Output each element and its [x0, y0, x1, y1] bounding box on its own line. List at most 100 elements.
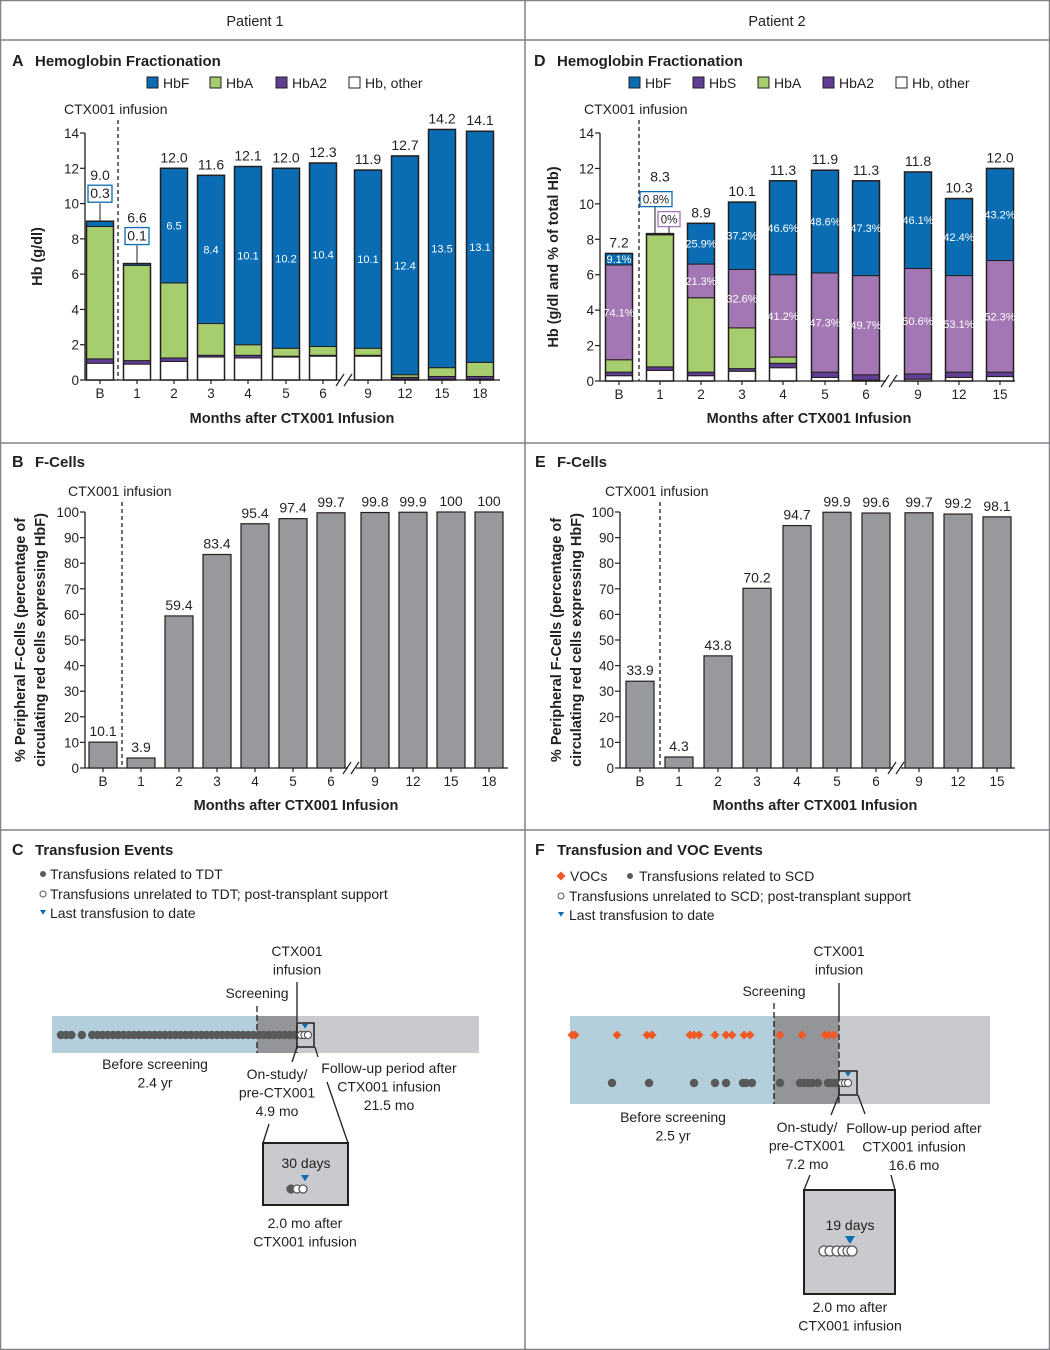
legend-label: Transfusions unrelated to SCD; post-tran…	[569, 888, 911, 904]
bar-fcells	[126, 757, 156, 769]
x-tick-label-D: 5	[821, 387, 829, 402]
y-tick-label-A: 12	[64, 161, 79, 176]
y-tick-label-D: 14	[579, 126, 595, 141]
bar-total-label: 14.2	[428, 110, 455, 126]
bar-segment-hbs	[986, 260, 1014, 373]
bar-segment-hba	[272, 347, 300, 357]
x-tick-label-E: 5	[833, 774, 841, 789]
y-tick-label-E: 0	[606, 761, 614, 776]
x-axis-label-E: Months after CTX001 Infusion	[713, 798, 918, 814]
x-tick-label-D: 3	[738, 387, 746, 402]
bar-total-label: 7.2	[609, 234, 629, 250]
bar-value-label: 99.7	[905, 494, 932, 510]
bar-segment-hb-other	[687, 375, 715, 382]
legend-unrelated-icon	[557, 892, 565, 900]
bar-total-label: 9.0	[90, 167, 110, 183]
bar-segment-hba2	[904, 373, 932, 380]
segment-label-hbs: 21.3%	[685, 276, 716, 288]
x-tick-label-D: 4	[779, 387, 787, 402]
bar-outline	[645, 232, 675, 382]
x-tick-label-D: 12	[951, 387, 966, 402]
transfusion-related-marker	[747, 1078, 757, 1088]
bar-outline	[308, 162, 338, 381]
last-transfusion-icon	[845, 1072, 851, 1077]
bar-fcells	[861, 512, 891, 769]
before-screening-label: Before screening	[620, 1109, 726, 1125]
x-tick-label-A: 5	[282, 386, 290, 401]
inset-caption: 2.0 mo after	[813, 1299, 888, 1315]
bar-segment-hba	[86, 226, 114, 360]
legend-label: Transfusions unrelated to TDT; post-tran…	[50, 886, 388, 902]
zoom-leader	[803, 1174, 811, 1191]
bar-segment-hba2	[769, 362, 797, 369]
panel-title-D: Hemoglobin Fractionation	[557, 53, 743, 70]
bar-outline	[465, 130, 495, 381]
panel-letter-A: A	[12, 53, 24, 70]
on-study-period	[774, 1016, 839, 1104]
x-tick-label-D: 1	[656, 387, 664, 402]
callout-box-hbf	[124, 226, 150, 246]
bar-fcells	[240, 523, 270, 769]
panel-letter-C: C	[12, 842, 24, 859]
bar-total-label: 11.9	[812, 151, 838, 167]
legend-swatch-hba	[209, 76, 222, 89]
legend-label: Transfusions related to TDT	[50, 866, 223, 882]
transfusion-unrelated-marker	[843, 1078, 853, 1088]
infusion-label-B: CTX001 infusion	[68, 483, 172, 499]
bar-segment-hb-other	[86, 362, 114, 381]
x-tick-label-A: 15	[434, 386, 449, 401]
voc-marker	[727, 1030, 737, 1040]
bar-segment-hb-other	[646, 369, 674, 382]
bar-segment-hba2	[160, 357, 188, 362]
segment-label-hbs: 74.1%	[603, 307, 634, 319]
bar-segment-hba	[728, 327, 756, 370]
y-tick-label-D: 0	[586, 374, 594, 389]
follow-up-label: CTX001 infusion	[862, 1139, 966, 1155]
bar-total-label: 10.1	[728, 183, 755, 199]
before-screening-label: Before screening	[102, 1056, 208, 1072]
voc-marker	[797, 1030, 807, 1040]
bar-value-label: 99.9	[823, 493, 850, 509]
follow-up-label: CTX001 infusion	[337, 1079, 441, 1095]
bar-outline	[353, 169, 383, 381]
segment-label-hbf: 10.1	[237, 251, 258, 263]
zoom-leader	[857, 1094, 866, 1115]
timelines-layer: C Transfusion Events CTX001 infusion Screeni…	[12, 842, 990, 1334]
on-study-label: 7.2 mo	[786, 1156, 829, 1172]
x-tick-label-D: B	[614, 387, 623, 402]
bar-segment-hba	[354, 347, 382, 356]
follow-up-label: 21.5 mo	[364, 1097, 415, 1113]
legend-label: HbF	[163, 75, 189, 91]
voc-marker	[721, 1030, 731, 1040]
y-tick-label-B: 60	[64, 607, 79, 622]
before-screening-label: 2.4 yr	[137, 1075, 172, 1091]
zoom-leader	[890, 1174, 896, 1191]
x-tick-label-A: 2	[170, 386, 178, 401]
legend-related-icon	[627, 873, 633, 879]
bar-fcells	[742, 587, 772, 769]
bar-outline	[944, 197, 974, 382]
segment-label-hbf: 43.2%	[984, 209, 1015, 221]
y-tick-label-D: 12	[579, 161, 594, 176]
bar-total-label: 12.0	[272, 149, 299, 165]
bar-value-label: 83.4	[203, 535, 230, 551]
bar-total-label: 12.3	[309, 144, 336, 160]
legend-swatch-hba	[757, 76, 770, 89]
y-axis-label-B: % Peripheral F-Cells (percentage of	[13, 518, 29, 762]
y-axis-label-B: circulating red cells expressing HbF)	[33, 513, 49, 767]
bar-segment-hba	[769, 356, 797, 364]
legend-label: Last transfusion to date	[569, 907, 715, 923]
segment-label-hbf: 0.1	[127, 228, 147, 244]
bar-outline	[427, 128, 457, 381]
infusion-label: infusion	[815, 962, 863, 978]
y-tick-label-B: 70	[64, 582, 79, 597]
bar-segment-hb-other	[769, 367, 797, 382]
y-tick-label-E: 70	[599, 582, 614, 597]
callout-box-hbf	[87, 184, 113, 203]
voc-marker	[612, 1030, 622, 1040]
last-transfusion-icon	[302, 1024, 308, 1029]
y-tick-label-E: 100	[591, 505, 614, 520]
infusion-label: CTX001	[271, 943, 323, 959]
voc-marker	[829, 1030, 839, 1040]
voc-marker	[775, 1030, 785, 1040]
